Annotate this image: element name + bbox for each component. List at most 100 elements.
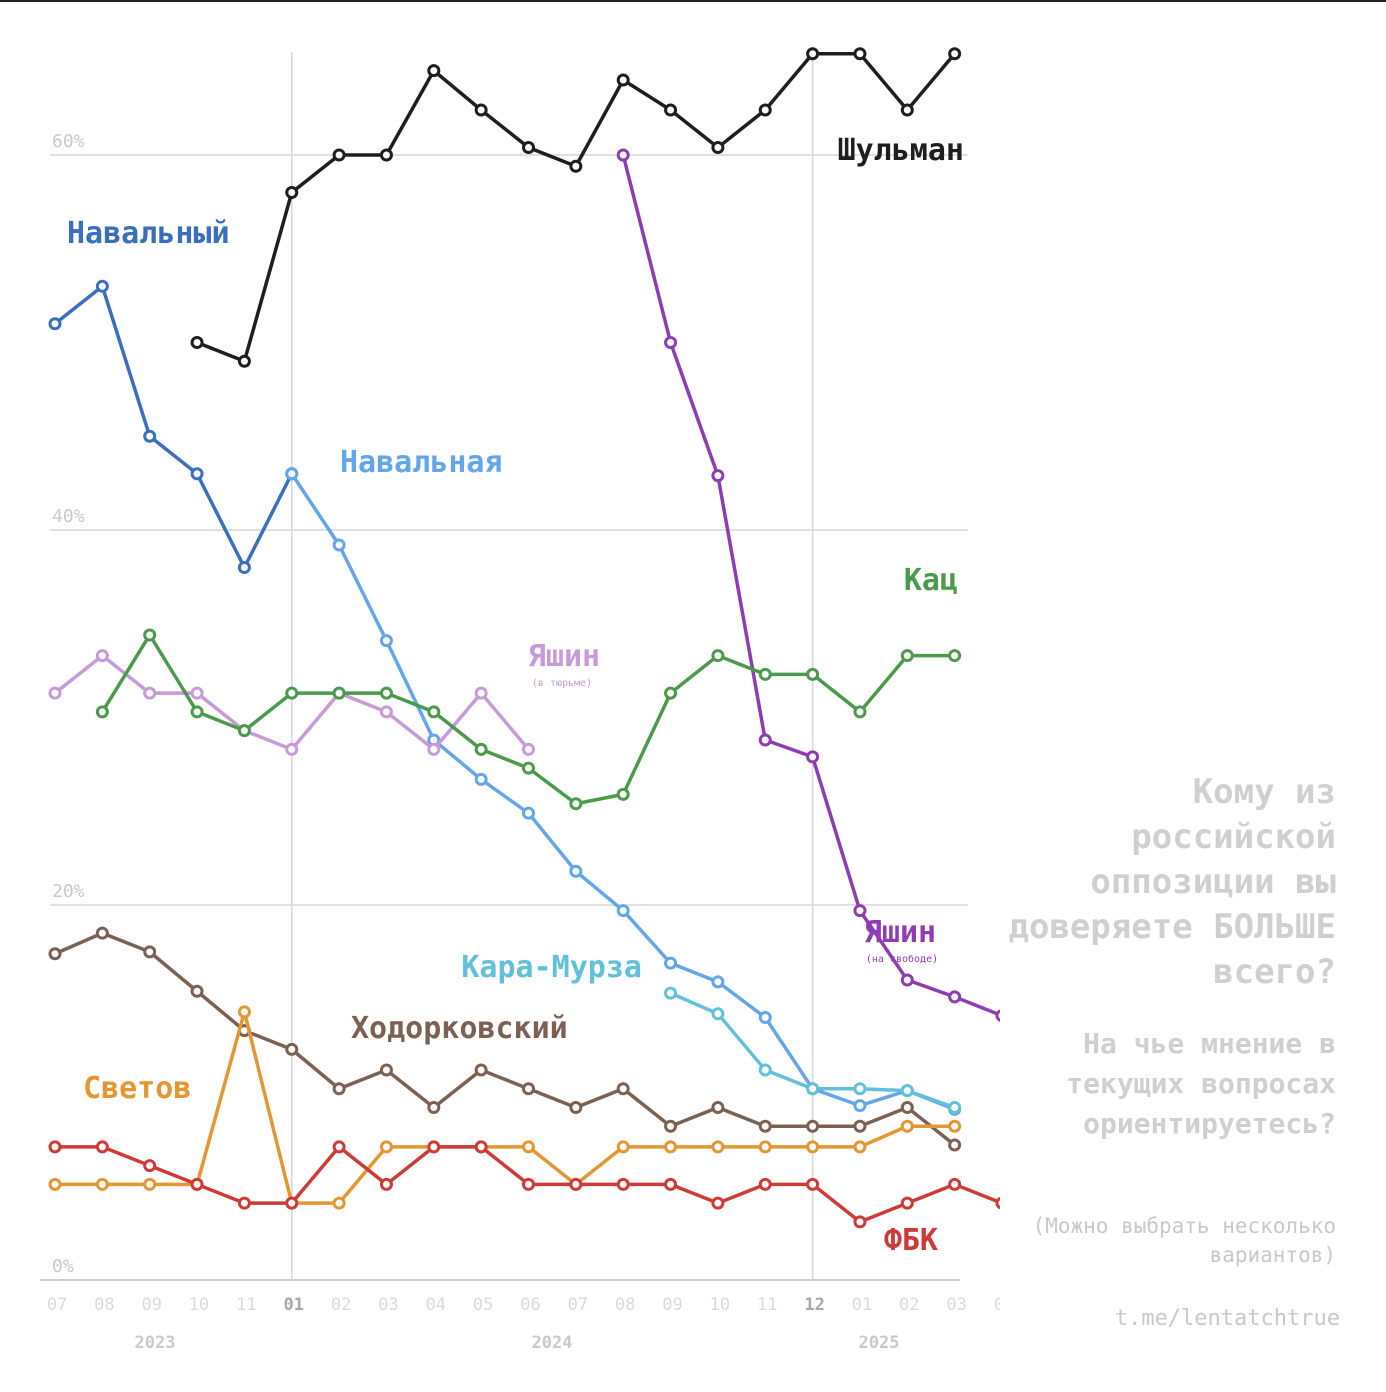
year-label: 2025 (859, 1333, 900, 1353)
data-point (474, 1063, 488, 1077)
data-point (522, 1082, 535, 1096)
data-point (853, 1119, 867, 1133)
x-tick-label: 02 (331, 1295, 351, 1315)
data-point (143, 1177, 157, 1191)
x-tick-label: 01 (852, 1295, 872, 1315)
data-point (664, 1140, 678, 1154)
data-point (190, 705, 204, 719)
data-point (995, 1196, 1000, 1210)
data-point (616, 1082, 630, 1096)
data-point (948, 47, 962, 61)
x-tick-label: 02 (899, 1295, 919, 1315)
data-point (664, 336, 678, 349)
data-point (190, 686, 204, 700)
data-point (711, 141, 725, 154)
data-point (806, 1082, 820, 1096)
data-point (853, 47, 867, 61)
y-tick-label: 40% (52, 506, 85, 527)
data-point (427, 705, 441, 719)
data-point (285, 1042, 299, 1056)
survey-question-opinion: На чье мнение в текущих вопросах ориенти… (1066, 1027, 1336, 1140)
data-point (711, 649, 725, 663)
data-point (474, 772, 488, 786)
x-tick-label: 07 (47, 1295, 67, 1315)
x-tick-label: 10 (189, 1295, 209, 1315)
survey-question-trust: Кому из российской оппозиции вы доверяет… (1008, 772, 1336, 992)
series-label: Яшин (528, 639, 600, 674)
y-tick-label: 60% (52, 131, 85, 152)
data-point (332, 1082, 346, 1096)
y-tick-label: 20% (52, 881, 85, 902)
data-point (379, 1063, 393, 1077)
series-line (195, 52, 957, 363)
series-label: Навальная (340, 445, 503, 480)
data-point (758, 1177, 772, 1191)
data-point (711, 1101, 725, 1114)
data-point (616, 148, 630, 162)
data-point (379, 148, 393, 162)
series-label-note: (в тюрьме) (532, 678, 592, 689)
data-point (664, 1119, 678, 1133)
data-point (285, 686, 299, 700)
data-point (427, 64, 441, 78)
series-label: Кара-Мурза (461, 950, 642, 985)
x-tick-label: 08 (94, 1295, 114, 1315)
data-point (948, 1101, 962, 1114)
series-label: Навальный (67, 216, 230, 251)
data-point (237, 354, 251, 368)
data-point (569, 1101, 583, 1114)
series-label: Светов (83, 1071, 191, 1106)
data-point (711, 975, 725, 989)
data-point (48, 1177, 62, 1191)
top-border (0, 0, 1386, 2)
source-credit: t.me/lentatchtrue (1114, 1306, 1340, 1331)
data-point (143, 429, 157, 443)
data-point (190, 984, 204, 998)
y-tick-label: 0% (52, 1256, 74, 1277)
data-point (522, 1177, 535, 1191)
year-label: 2024 (532, 1333, 573, 1353)
data-point (285, 1196, 299, 1210)
x-tick-label: 05 (473, 1295, 493, 1315)
data-point (853, 904, 867, 918)
x-tick-label: 04 (426, 1295, 446, 1315)
data-point (427, 1140, 441, 1154)
data-point (237, 561, 251, 574)
series-label: ФБК (884, 1223, 938, 1258)
data-point (900, 649, 914, 663)
x-tick-label: 11 (757, 1295, 777, 1315)
data-point (616, 73, 630, 87)
data-point (806, 1119, 820, 1133)
data-point (522, 742, 535, 756)
data-point (900, 1196, 914, 1210)
data-point (900, 1101, 914, 1114)
data-point (48, 947, 62, 961)
data-point (948, 990, 962, 1004)
x-tick-label: 12 (804, 1295, 824, 1315)
data-point (285, 186, 299, 199)
data-point (569, 864, 583, 878)
data-point (474, 742, 488, 756)
data-point (664, 986, 678, 1000)
data-point (569, 1177, 583, 1191)
data-point (474, 686, 488, 700)
data-point (853, 1215, 867, 1229)
data-point (853, 1099, 867, 1113)
data-point (379, 705, 393, 719)
data-point (379, 686, 393, 700)
data-point (995, 1009, 1000, 1022)
multiple-choice-note: (Можно выбрать несколько вариантов) (1032, 1214, 1336, 1267)
data-point (758, 1063, 772, 1077)
data-point (143, 1159, 157, 1173)
data-point (332, 538, 346, 552)
data-point (948, 649, 962, 663)
x-tick-label: 04 (994, 1295, 1000, 1315)
data-point (48, 317, 62, 331)
data-point (711, 1007, 725, 1021)
data-point (379, 1140, 393, 1154)
data-point (569, 159, 583, 173)
x-tick-label: 03 (378, 1295, 398, 1315)
data-point (900, 1119, 914, 1133)
data-point (143, 686, 157, 700)
data-point (853, 1082, 867, 1096)
